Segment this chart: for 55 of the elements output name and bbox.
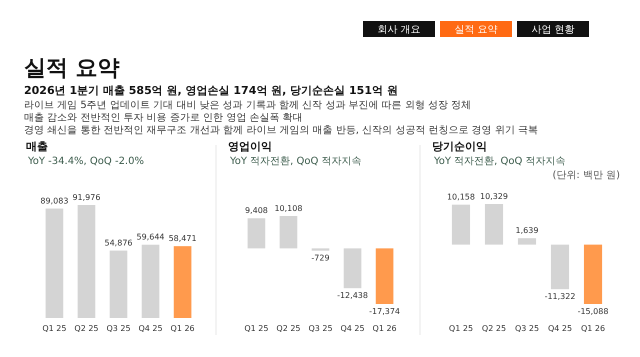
x-tick-label: Q1 25: [42, 324, 66, 333]
chart-title: 매출: [26, 140, 48, 153]
x-tick-label: Q4 25: [138, 324, 163, 333]
chart-subtitle: YoY 적자전환, QoQ 적자지속: [229, 156, 362, 167]
x-tick-label: Q2 25: [74, 324, 99, 333]
x-tick-label: Q4 25: [548, 324, 572, 333]
data-label: 10,329: [480, 192, 508, 201]
data-label: 10,108: [274, 204, 302, 213]
x-tick-label: Q4 25: [340, 324, 365, 333]
tab-button: 회사 개요: [363, 21, 435, 37]
x-tick-label: Q1 25: [448, 324, 474, 333]
bar: [46, 208, 64, 318]
data-label: -729: [311, 254, 330, 263]
bar: [78, 205, 96, 318]
tab-button: 실적 요약: [440, 21, 512, 37]
x-tick-label: Q3 25: [514, 324, 540, 333]
data-label: -11,322: [544, 292, 576, 302]
data-label: 1,639: [516, 226, 538, 236]
x-tick-label: Q3 25: [106, 324, 131, 333]
data-label: 10,158: [446, 192, 475, 202]
bar: [110, 250, 128, 318]
chart-subtitle: YoY 적자전환, QoQ 적자지속: [433, 156, 566, 167]
x-tick-label: Q2 25: [482, 324, 506, 333]
data-label: -12,438: [337, 291, 368, 300]
text: 경영 쇄신을 통한 전반적인 재무구조 개선과 함께 라이브 게임의 매출 반등, 신작의 성공적 런칭으로 경영 위기 극복: [24, 125, 538, 136]
text: 라이브 게임 5주년 업데이트 기대 대비 낮은 성과 기록과 함께 신작 성과 부진에 따른 외형 성장 정체: [24, 100, 472, 111]
bar: [550, 244, 570, 290]
data-label: 9,408: [244, 206, 268, 216]
x-tick-label: Q3 25: [308, 324, 333, 333]
x-tick-label: Q1 26: [372, 324, 397, 333]
data-label: 58,471: [168, 234, 197, 244]
x-tick-label: Q1 25: [244, 324, 268, 333]
data-label: -15,088: [578, 307, 608, 316]
x-tick-label: Q1 26: [170, 324, 195, 333]
data-label: -17,374: [369, 307, 400, 316]
data-label: 54,876: [104, 238, 132, 248]
bar: [484, 204, 504, 245]
text: (단위: 백만 원): [552, 170, 620, 181]
bar: [518, 238, 536, 245]
chart-title: 영업이익: [228, 140, 272, 153]
data-label: 91,976: [72, 193, 100, 202]
text: 실적 요약: [24, 56, 120, 81]
bar: [584, 244, 602, 304]
chart-subtitle: YoY -34.4%, QoQ -2.0%: [27, 156, 144, 167]
bar: [142, 244, 160, 318]
bar: [174, 246, 192, 318]
x-tick-label: Q2 25: [276, 324, 301, 333]
tab-button: 사업 현황: [517, 21, 589, 37]
text: 2026년 1분기 매출 585억 원, 영업손실 174억 원, 당기순손실 151억 원: [24, 84, 398, 97]
bar: [452, 204, 470, 245]
text: 매출 감소와 전반적인 투자 비용 증가로 인한 영업 손실폭 확대: [24, 112, 303, 124]
data-label: 59,644: [136, 232, 165, 242]
x-tick-label: Q1 26: [580, 324, 606, 333]
data-label: 89,083: [40, 196, 68, 206]
chart-title: 당기순이익: [432, 140, 487, 153]
